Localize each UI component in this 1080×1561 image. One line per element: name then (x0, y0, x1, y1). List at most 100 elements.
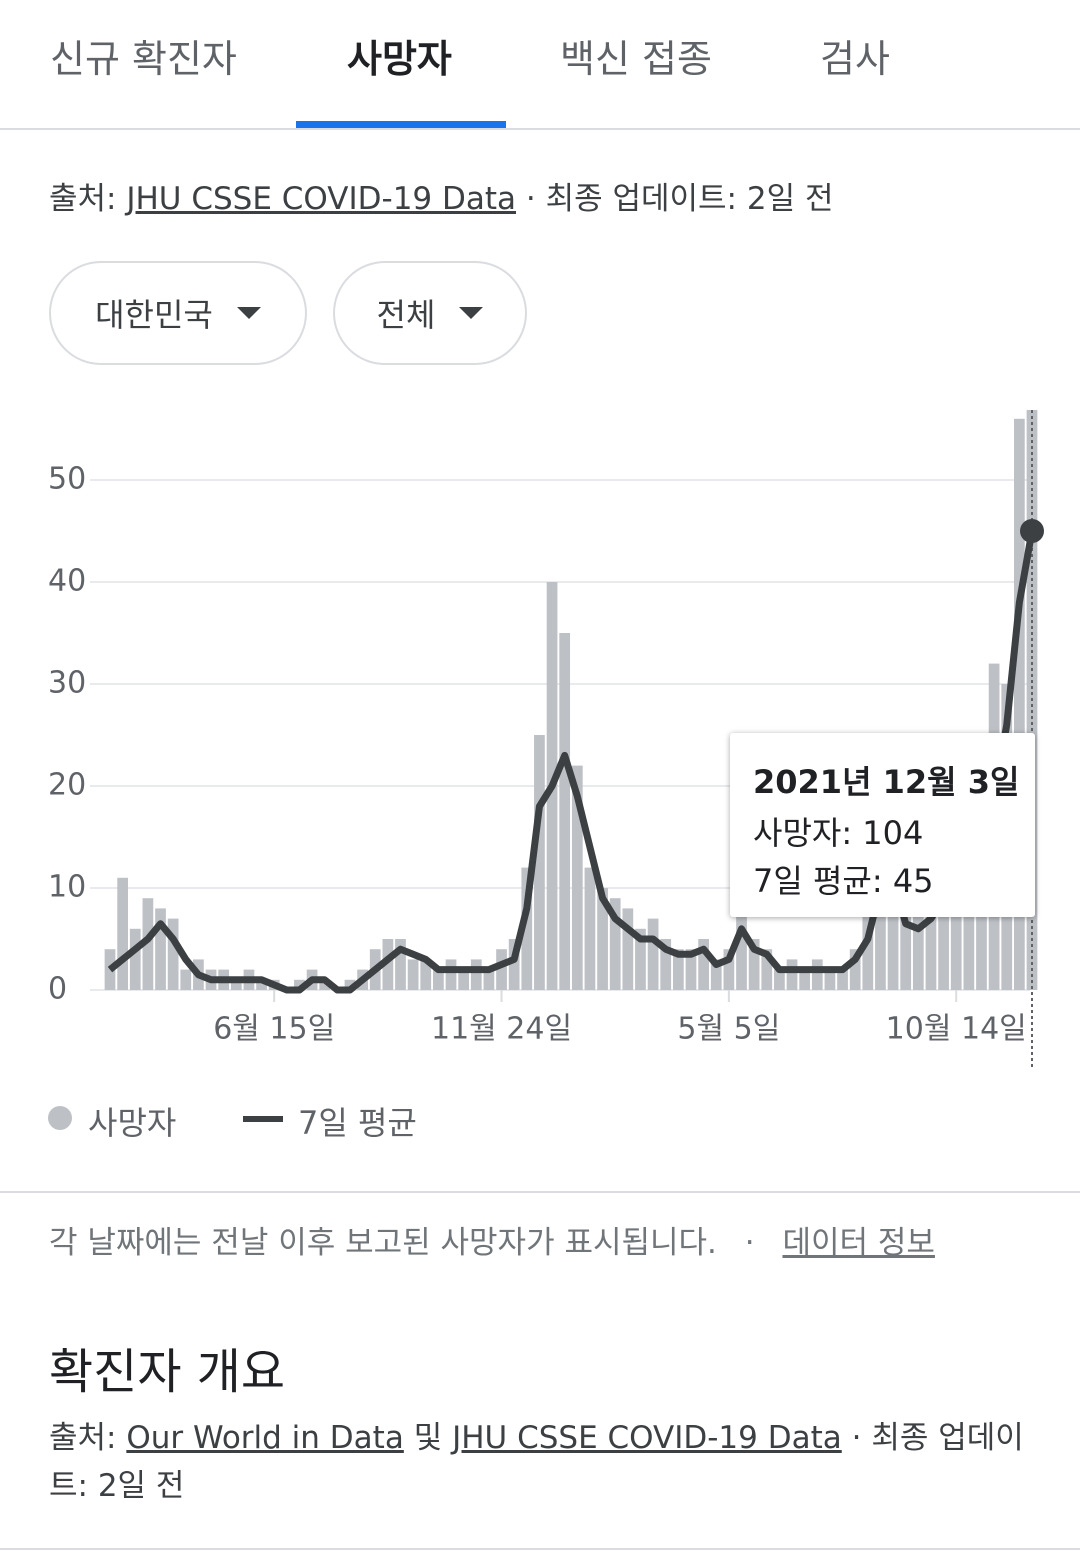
bar (672, 949, 684, 990)
tab[interactable]: 백신 접종 (560, 37, 712, 81)
bar (117, 877, 128, 990)
bar (938, 867, 949, 990)
bar (900, 908, 912, 990)
cursor-dot (1020, 519, 1044, 543)
bar (155, 908, 166, 990)
chip-label: 대한민국 (95, 296, 213, 334)
legend-swatch (243, 1116, 283, 1122)
bar (698, 939, 709, 990)
bar (736, 908, 747, 990)
bar (710, 959, 722, 990)
filter-chip[interactable]: 대한민국 (49, 261, 307, 365)
chip-label: 전체 (376, 296, 436, 334)
bar (761, 949, 773, 990)
note-sep: · (744, 1225, 755, 1261)
bar (597, 888, 608, 990)
bar (584, 867, 596, 990)
legend-label: 사망자 (88, 1104, 177, 1142)
bar (458, 969, 470, 990)
bar (344, 979, 356, 990)
source-and: 및 (413, 1420, 443, 1456)
tab-indicator (296, 121, 506, 128)
legend-label: 7일 평균 (298, 1104, 417, 1142)
y-tick-label: 30 (48, 666, 86, 701)
source-suffix: · 최종 업데이트: 2일 전 (525, 181, 834, 217)
tooltip: 2021년 12월 3일 사망자: 104 7일 평균: 45 (730, 733, 1035, 917)
bar (521, 867, 533, 990)
tooltip-label: 사망자: (753, 814, 853, 852)
bar (647, 918, 659, 990)
bar (167, 918, 179, 990)
tooltip-value: 104 (862, 814, 924, 852)
source-link[interactable]: Our World in Data (126, 1420, 404, 1456)
source-suffix: · 최종 업데이트: 2일 전 (49, 1420, 1024, 1504)
x-tick-label: 10월 14일 (886, 1012, 1027, 1047)
bar (534, 735, 545, 990)
bar (180, 969, 192, 990)
divider (0, 128, 1080, 130)
section-title: 확진자 개요 (49, 1344, 286, 1400)
dropdown-arrow (236, 307, 261, 319)
bar (748, 939, 760, 990)
tooltip-row: 사망자: 104 (753, 808, 923, 854)
bar (395, 939, 406, 990)
bar (230, 979, 242, 990)
bar (685, 949, 697, 990)
bar (407, 959, 419, 990)
x-tick-label: 5월 5일 (677, 1012, 780, 1047)
x-tick-label: 11월 24일 (431, 1012, 572, 1047)
tooltip-row: 7일 평균: 45 (753, 856, 934, 902)
bar (483, 969, 495, 990)
y-tick-label: 0 (48, 972, 67, 1007)
bar (142, 898, 154, 990)
bar (774, 969, 785, 990)
source-prefix: 출처: (49, 181, 117, 217)
y-tick-label: 10 (48, 870, 86, 905)
tooltip-date: 2021년 12월 3일 (753, 763, 1020, 801)
source-link[interactable]: JHU CSSE COVID-19 Data (126, 181, 517, 217)
tooltip-label: 7일 평균: (753, 862, 883, 900)
bar (862, 908, 874, 990)
bar (837, 969, 848, 990)
bar (824, 969, 836, 990)
bar (382, 939, 394, 990)
note-link[interactable]: 데이터 정보 (782, 1225, 935, 1261)
bar (609, 898, 621, 990)
divider (0, 1191, 1080, 1193)
bar (723, 949, 735, 990)
bar (559, 633, 571, 990)
bar (660, 939, 672, 990)
bar (508, 939, 520, 990)
y-tick-label: 40 (48, 564, 86, 599)
bar (445, 959, 457, 990)
divider (0, 1548, 1080, 1550)
bar (433, 969, 444, 990)
source: 출처: JHU CSSE COVID-19 Data · 최종 업데이트: 2일… (49, 173, 833, 218)
bar (470, 959, 482, 990)
bar (799, 969, 811, 990)
section-source: 출처: Our World in Data 및 JHU CSSE COVID-1… (49, 1414, 1024, 1510)
bar (496, 949, 507, 990)
bar (622, 908, 634, 990)
note-text: 각 날짜에는 전날 이후 보고된 사망자가 표시됩니다. (49, 1225, 717, 1261)
source-prefix: 출처: (49, 1420, 117, 1456)
bar (420, 959, 432, 990)
bar (1014, 418, 1025, 990)
y-tick-label: 50 (48, 462, 86, 497)
y-tick-label: 20 (48, 768, 86, 803)
bar (786, 959, 798, 990)
tab[interactable]: 신규 확진자 (50, 37, 237, 81)
source-link[interactable]: JHU CSSE COVID-19 Data (452, 1420, 842, 1456)
bar (849, 949, 861, 990)
dropdown-arrow (459, 307, 484, 319)
tab-active[interactable]: 사망자 (347, 37, 452, 81)
tab[interactable]: 검사 (820, 37, 890, 81)
note: 각 날짜에는 전날 이후 보고된 사망자가 표시됩니다. · 데이터 정보 (49, 1217, 935, 1262)
bar (294, 979, 305, 990)
bar (256, 979, 267, 990)
legend-swatch (48, 1106, 72, 1130)
filter-chip[interactable]: 전체 (333, 261, 527, 365)
bar (571, 765, 583, 990)
